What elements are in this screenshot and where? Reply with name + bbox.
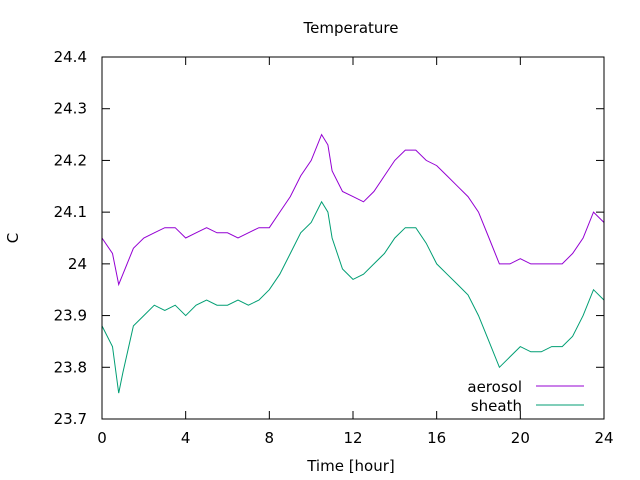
y-tick-label: 24.2 <box>54 151 87 169</box>
y-tick-label: 24.4 <box>54 48 87 66</box>
y-tick-label: 24.3 <box>54 100 87 118</box>
x-tick-label: 12 <box>343 429 362 447</box>
x-tick-label: 4 <box>181 429 191 447</box>
x-tick-label: 20 <box>511 429 530 447</box>
plot-frame <box>101 56 605 420</box>
y-axis-label: C <box>4 233 22 243</box>
y-tick-label: 24.1 <box>54 203 87 221</box>
y-tick-label: 24 <box>68 255 87 273</box>
x-tick-label: 0 <box>97 429 107 447</box>
axis-ticks: 0 4 8 12 16 20 24 23.7 23.8 23.9 24 24.1 24.2 24.3 24.… <box>54 48 614 447</box>
y-tick-label: 23.9 <box>54 307 87 325</box>
x-tick-label: 8 <box>265 429 275 447</box>
y-tick-label: 23.8 <box>54 358 87 376</box>
plot-lines <box>101 133 605 394</box>
legend-label-aerosol: aerosol <box>467 378 522 396</box>
y-tick-label: 23.7 <box>54 410 87 428</box>
legend: aerosol sheath <box>467 378 584 415</box>
x-axis-label: Time [hour] <box>306 457 395 475</box>
series-line-sheath <box>101 200 605 394</box>
legend-label-sheath: sheath <box>471 397 522 415</box>
x-tick-label: 24 <box>594 429 613 447</box>
series-line-aerosol <box>101 133 605 287</box>
x-tick-label: 16 <box>427 429 446 447</box>
chart-title: Temperature <box>302 19 398 37</box>
